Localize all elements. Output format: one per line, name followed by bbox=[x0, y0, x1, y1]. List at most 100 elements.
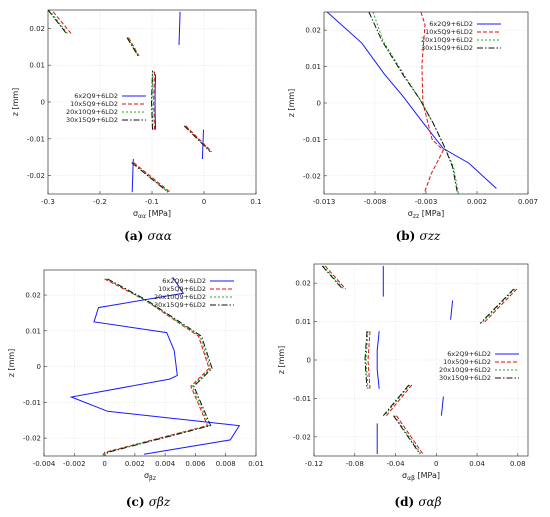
series-line-1 bbox=[131, 158, 134, 193]
x-tick-label: 0.08 bbox=[510, 460, 526, 468]
chart-panel-1: -0.3 -0.2 -0.1 0 0.1 0.02 0.01 0 -0.01 -0.02 6x2Q9… bbox=[11, 9, 262, 243]
y-tick-label: 0 bbox=[41, 99, 45, 107]
series-line-2 bbox=[52, 11, 72, 35]
x-tick-label: -0.004 bbox=[33, 460, 56, 468]
legend-label: 10x5Q9+6LD2 bbox=[158, 285, 206, 293]
x-tick-label: 0.008 bbox=[216, 460, 236, 468]
series-line-1 bbox=[178, 11, 181, 46]
x-tick-label: 0.04 bbox=[469, 460, 485, 468]
series-line-1 bbox=[440, 396, 444, 416]
series-line-2 bbox=[324, 265, 346, 290]
series-line-2 bbox=[153, 70, 156, 130]
y-tick-label: 0 bbox=[37, 363, 41, 371]
y-tick-label: 0 bbox=[307, 357, 311, 365]
x-tick-label: -0.08 bbox=[346, 460, 364, 468]
legend-label: 30x15Q9+6LD2 bbox=[154, 301, 206, 309]
legend-label: 30x15Q9+6LD2 bbox=[421, 44, 473, 52]
series-line-4 bbox=[105, 278, 213, 456]
series-line-2 bbox=[367, 331, 371, 389]
plot-frame bbox=[43, 269, 257, 457]
legend-label: 20x10Q9+6LD2 bbox=[154, 293, 206, 301]
series-line-3 bbox=[103, 278, 212, 456]
x-tick-label: -0.013 bbox=[313, 198, 336, 206]
series-line-4 bbox=[393, 415, 421, 455]
legend: 6x2Q9+6LD210x5Q9+6LD220x10Q9+6LD230x15Q9… bbox=[66, 92, 146, 124]
legend-label: 6x2Q9+6LD2 bbox=[162, 277, 206, 285]
y-tick-label: -0.01 bbox=[303, 136, 321, 144]
series-line-2 bbox=[420, 12, 444, 194]
x-tick-label: 0.01 bbox=[248, 460, 264, 468]
plot-frame bbox=[47, 9, 257, 195]
y-tick-label: -0.01 bbox=[293, 395, 311, 403]
x-tick-label: 0.002 bbox=[125, 460, 145, 468]
series-line-2 bbox=[396, 415, 424, 455]
series-line-2 bbox=[482, 288, 518, 324]
y-tick-label: 0.02 bbox=[305, 27, 321, 35]
x-tick-label: -0.12 bbox=[305, 460, 323, 468]
series-line-4 bbox=[364, 331, 368, 389]
legend: 6x2Q9+6LD210x5Q9+6LD220x10Q9+6LD230x15Q9… bbox=[439, 350, 519, 382]
series-line-3 bbox=[127, 37, 139, 57]
series-line-3 bbox=[48, 10, 69, 35]
x-axis-label: σαα [MPa] bbox=[133, 209, 171, 220]
series-line-1 bbox=[154, 74, 157, 130]
panel-caption: (d) σαβ bbox=[394, 495, 441, 509]
legend-label: 10x5Q9+6LD2 bbox=[70, 100, 118, 108]
series-line-3 bbox=[372, 12, 460, 194]
series-line-2 bbox=[133, 162, 171, 193]
series-line-2 bbox=[128, 37, 140, 57]
legend-label: 6x2Q9+6LD2 bbox=[74, 92, 118, 100]
y-tick-label: -0.02 bbox=[27, 172, 45, 180]
legend-label: 20x10Q9+6LD2 bbox=[439, 366, 491, 374]
x-tick-label: 0 bbox=[434, 460, 438, 468]
y-tick-label: 0.02 bbox=[25, 292, 41, 300]
x-axis-label: σzz [MPa] bbox=[408, 209, 444, 220]
legend-label: 30x15Q9+6LD2 bbox=[439, 374, 491, 382]
x-tick-label: 0 bbox=[102, 460, 106, 468]
y-tick-label: 0.01 bbox=[29, 62, 45, 70]
chart-panel-4: -0.12 -0.08 -0.04 0 0.04 0.08 0.02 0.01 0 -0.01 -0… bbox=[277, 263, 529, 509]
x-tick-label: -0.04 bbox=[386, 460, 405, 468]
legend: 6x2Q9+6LD210x5Q9+6LD220x10Q9+6LD230x15Q9… bbox=[154, 277, 234, 309]
legend-label: 10x5Q9+6LD2 bbox=[443, 358, 491, 366]
y-axis-label: z [mm] bbox=[11, 88, 20, 117]
series-line-4 bbox=[321, 265, 343, 290]
y-tick-label: 0.01 bbox=[25, 327, 41, 335]
x-tick-label: -0.008 bbox=[364, 198, 387, 206]
series-line-1 bbox=[376, 331, 380, 389]
x-tick-label: 0.002 bbox=[467, 198, 487, 206]
chart-panel-3: -0.004 -0.002 0 0.002 0.004 0.006 0.008 0.01 0.0… bbox=[7, 269, 264, 509]
series-line-1 bbox=[450, 300, 454, 320]
series-line-4 bbox=[126, 37, 139, 57]
series-line-1 bbox=[326, 12, 497, 189]
series-line-4 bbox=[479, 288, 515, 324]
series-line-2 bbox=[185, 125, 213, 153]
legend-label: 6x2Q9+6LD2 bbox=[429, 20, 473, 28]
x-tick-label: 0.004 bbox=[155, 460, 176, 468]
y-axis-label: z [mm] bbox=[287, 89, 296, 118]
series-line-2 bbox=[386, 384, 413, 417]
y-tick-label: -0.02 bbox=[293, 433, 311, 441]
y-axis-label: z [mm] bbox=[277, 346, 286, 375]
y-tick-label: 0.02 bbox=[29, 25, 45, 33]
x-tick-label: 0 bbox=[202, 198, 206, 206]
panel-caption: (a) σαα bbox=[124, 229, 172, 243]
legend: 6x2Q9+6LD210x5Q9+6LD220x10Q9+6LD230x15Q9… bbox=[421, 20, 501, 52]
x-tick-label: 0.006 bbox=[185, 460, 206, 468]
y-tick-label: 0.01 bbox=[305, 63, 321, 71]
y-tick-label: -0.02 bbox=[303, 172, 321, 180]
panel-caption: (c) σβz bbox=[126, 495, 171, 509]
legend-label: 20x10Q9+6LD2 bbox=[66, 108, 118, 116]
legend-label: 30x15Q9+6LD2 bbox=[66, 116, 118, 124]
y-tick-label: 0 bbox=[317, 100, 321, 108]
series-line-3 bbox=[365, 331, 369, 389]
series-line-4 bbox=[150, 70, 153, 130]
y-tick-label: 0.01 bbox=[295, 318, 311, 326]
x-axis-label: σαβ [MPa] bbox=[402, 471, 440, 482]
series-line-4 bbox=[368, 12, 459, 194]
x-tick-label: 0.007 bbox=[518, 198, 538, 206]
series-line-1 bbox=[69, 276, 241, 455]
x-tick-label: -0.002 bbox=[63, 460, 86, 468]
series-line-4 bbox=[48, 10, 68, 35]
